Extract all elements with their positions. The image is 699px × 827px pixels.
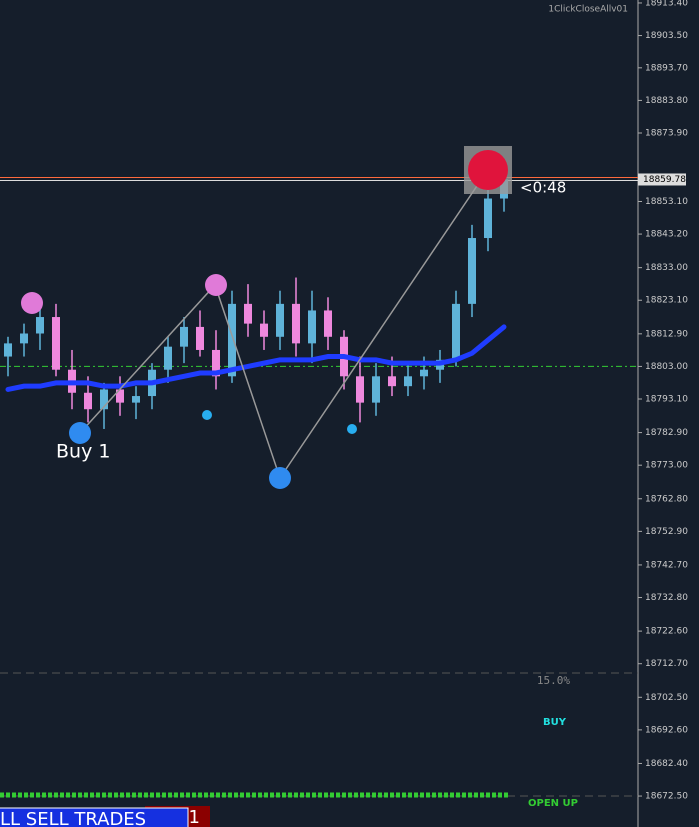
candle-body	[36, 317, 44, 334]
candle-body	[404, 376, 412, 387]
candle-body	[484, 198, 492, 239]
y-tick-label: 18833.00	[645, 263, 688, 273]
y-tick-label: 18893.70	[645, 63, 688, 73]
y-tick-label: 18782.90	[645, 428, 688, 438]
candle-body	[212, 349, 220, 377]
y-tick-label: 18883.80	[645, 96, 688, 106]
candle-body	[132, 396, 140, 403]
candle-body	[372, 376, 380, 403]
percent-label: 15.0%	[537, 674, 570, 687]
price-tag	[638, 173, 686, 186]
y-tick-label: 18672.50	[645, 792, 688, 802]
candle-body	[452, 303, 460, 360]
y-tick-label: 18692.60	[645, 725, 688, 735]
candle-body	[52, 317, 60, 370]
candle-body	[292, 303, 300, 344]
moving-average	[5, 324, 507, 392]
candle-body	[468, 238, 476, 304]
candle-body	[84, 392, 92, 410]
buy-label: BUY	[543, 717, 567, 728]
zigzag	[79, 170, 488, 480]
y-tick-label: 18742.70	[645, 560, 688, 570]
signal-dot	[202, 410, 212, 420]
y-tick-label: 18732.80	[645, 593, 688, 603]
y-tick-label: 18722.60	[645, 627, 688, 637]
y-tick-label: 18712.70	[645, 659, 688, 669]
y-tick-label: 18812.90	[645, 329, 688, 339]
candle-body	[20, 333, 28, 344]
signal-dot	[21, 292, 43, 314]
y-tick-label: 18903.50	[645, 31, 688, 41]
y-tick-label: 18853.10	[645, 197, 688, 207]
y-tick-label: 18873.90	[645, 129, 688, 139]
signal-label: Buy 1	[56, 441, 110, 463]
signal-dot	[69, 422, 91, 444]
candle-body	[260, 323, 268, 337]
open-label: OPEN UP	[528, 798, 578, 809]
candle-body	[4, 343, 12, 357]
candle-body	[388, 376, 396, 387]
sell-button[interactable]	[0, 807, 189, 827]
candle-body	[276, 303, 284, 337]
sell-button-text[interactable]: LL SELL TRADES	[0, 809, 146, 827]
y-tick-label: 18762.80	[645, 494, 688, 504]
candle-body	[308, 310, 316, 344]
y-tick-label: 18773.00	[645, 461, 688, 471]
candle-body	[420, 369, 428, 377]
y-tick-label: 18793.10	[645, 395, 688, 405]
y-tick-label: 18682.40	[645, 759, 688, 769]
y-tick-label: 18913.40	[645, 0, 688, 8]
y-tick-label: 18752.90	[645, 527, 688, 537]
price-tag-text: 18859.78	[643, 175, 686, 185]
y-tick-label: 18843.20	[645, 230, 688, 240]
signal-dot	[468, 150, 508, 190]
signal-dot	[347, 424, 357, 434]
signal-dot	[205, 274, 227, 296]
candle-body	[100, 389, 108, 410]
countdown: <0:48	[520, 179, 566, 197]
candle-body	[244, 303, 252, 324]
candle-body	[180, 326, 188, 347]
y-tick-label: 18702.50	[645, 693, 688, 703]
candle-body	[228, 303, 236, 377]
candle-body	[324, 310, 332, 337]
candle-body	[356, 376, 364, 403]
signal-dot	[269, 467, 291, 489]
candle-body	[116, 389, 124, 403]
indicator-name: 1ClickCloseAllv01	[548, 5, 628, 15]
y-tick-label: 18803.00	[645, 362, 688, 372]
y-tick-label: 18823.10	[645, 296, 688, 306]
candle-body	[196, 326, 204, 350]
candle-body	[164, 346, 172, 370]
